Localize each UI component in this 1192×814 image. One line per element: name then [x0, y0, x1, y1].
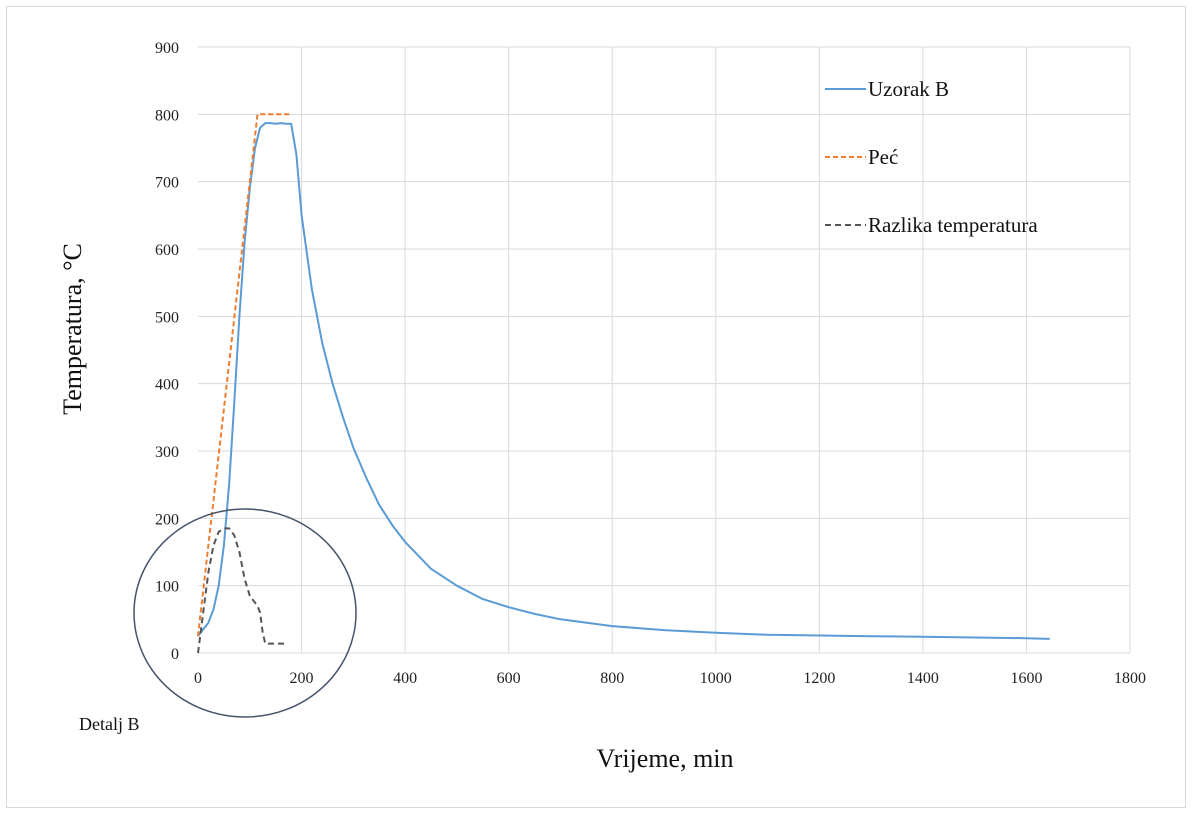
x-tick-label: 1600 — [1010, 670, 1042, 687]
legend-label: Razlika temperatura — [868, 213, 1038, 237]
x-tick-label: 200 — [290, 670, 314, 687]
x-tick-label: 0 — [194, 670, 202, 687]
x-axis-ticks: 0 200 400 600 800 1000 1200 1400 1600 1800 — [194, 670, 1146, 687]
series-lines — [197, 113, 1050, 654]
y-tick-label: 0 — [171, 646, 179, 663]
gridlines — [198, 46, 1131, 653]
legend-label: Peć — [868, 145, 898, 169]
y-tick-label: 400 — [155, 377, 179, 394]
y-tick-label: 100 — [155, 579, 179, 596]
x-tick-label: 1800 — [1114, 670, 1146, 687]
x-axis-title: Vrijeme, min — [596, 744, 733, 773]
x-tick-label: 1200 — [803, 670, 835, 687]
y-tick-label: 800 — [155, 107, 179, 124]
y-tick-label: 600 — [155, 242, 179, 259]
legend: Uzorak B Peć Razlika temperatura — [825, 77, 1038, 237]
legend-label: Uzorak B — [868, 77, 949, 101]
detail-label: Detalj B — [79, 714, 140, 734]
chart-area — [6, 6, 1186, 808]
x-tick-label: 600 — [497, 670, 521, 687]
x-tick-label: 1000 — [700, 670, 732, 687]
series-line-3 — [197, 527, 286, 654]
y-tick-label: 200 — [155, 511, 179, 528]
x-tick-label: 800 — [600, 670, 624, 687]
detail-circle — [133, 508, 357, 718]
y-tick-label: 300 — [155, 444, 179, 461]
series-line-2 — [197, 113, 292, 637]
series-line-1 — [197, 122, 1050, 640]
y-tick-label: 900 — [155, 40, 179, 57]
x-tick-label: 1400 — [907, 670, 939, 687]
y-tick-label: 500 — [155, 309, 179, 326]
x-tick-label: 400 — [393, 670, 417, 687]
y-axis-title: Temperatura, °C — [58, 243, 87, 415]
y-tick-label: 700 — [155, 175, 179, 192]
y-axis-ticks: 0 100 200 300 400 500 600 700 800 900 — [155, 40, 179, 663]
